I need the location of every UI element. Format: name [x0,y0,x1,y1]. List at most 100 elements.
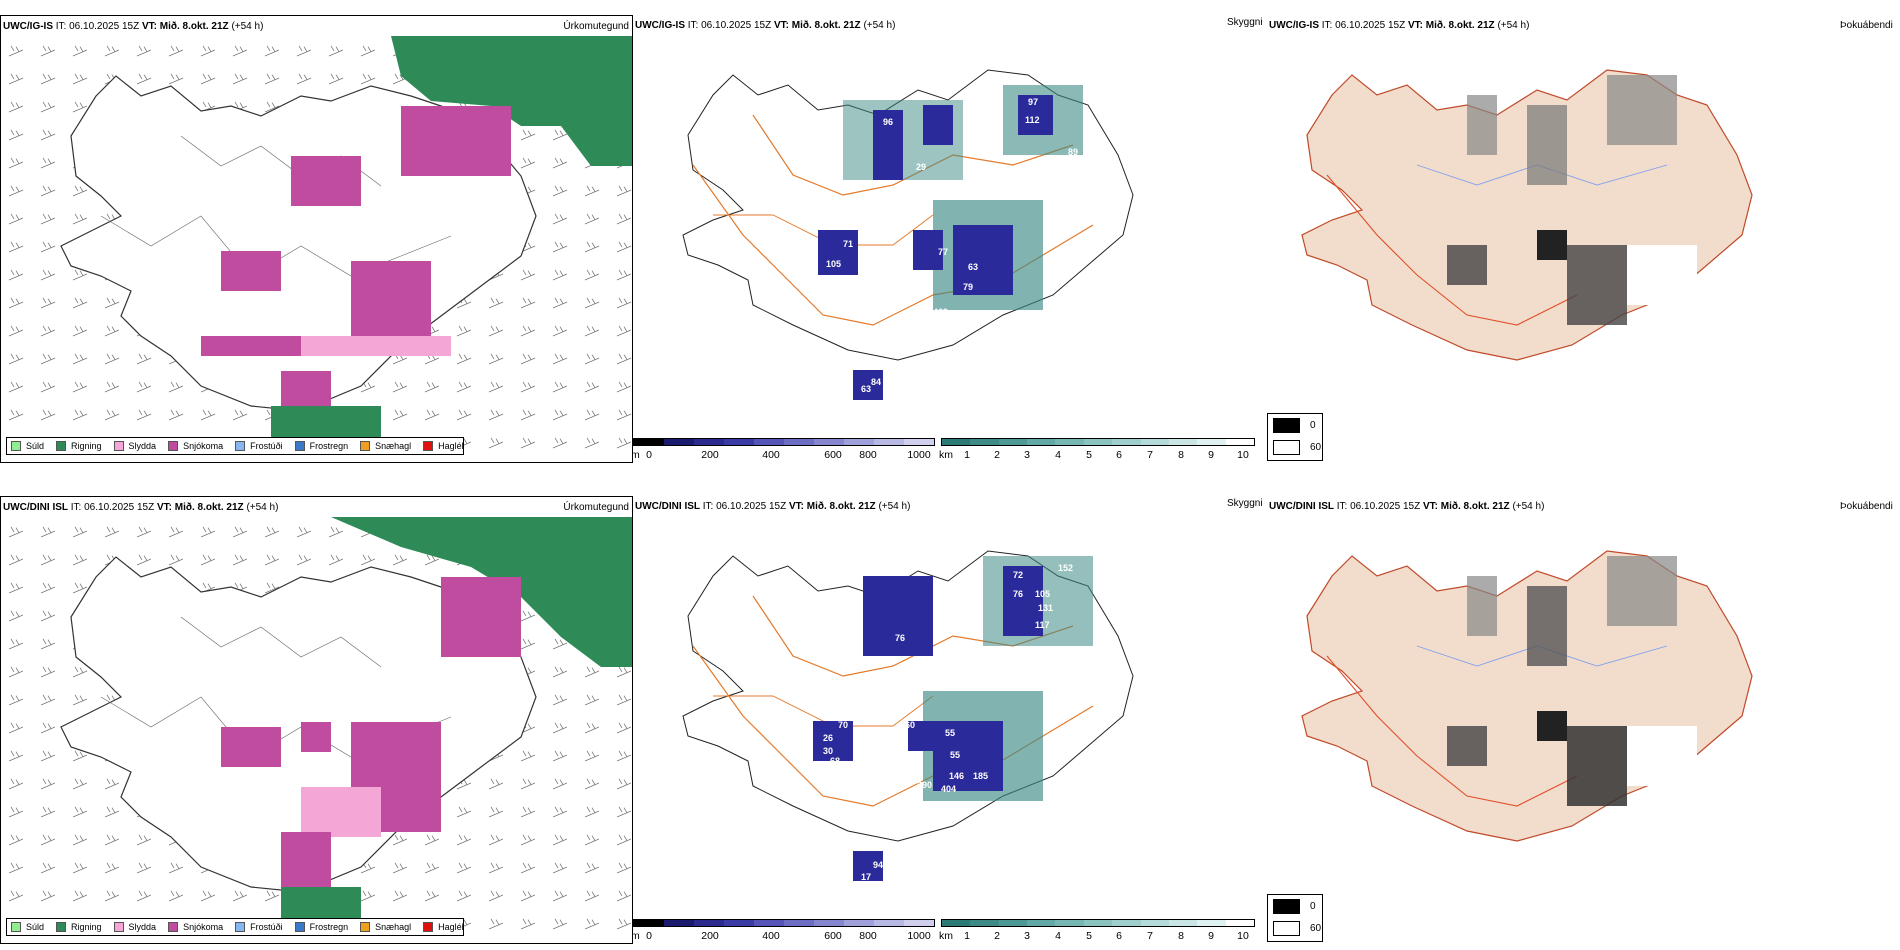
colorbar-segment [1168,920,1198,926]
wind-barb [392,554,408,566]
wind-barb [520,297,536,309]
wind-barb [552,241,568,253]
wind-barb [72,778,88,790]
wind-barb [72,409,88,421]
wind-barb [8,638,24,650]
wind-barb [72,353,88,365]
colorbar-segment [664,439,694,445]
wind-barb [424,409,440,421]
ceiling-value-label: 79 [963,282,973,292]
colorbar-segment [874,439,904,445]
wind-barb [168,526,184,538]
ceiling-value-label: 390 [917,780,932,790]
colorbar-segment [904,920,934,926]
wind-barb [616,834,632,846]
fog-index-map-row2: UWC/DINI ISL IT: 06.10.2025 15Z VT: Mið.… [1267,496,1900,894]
colorbar-segment [634,439,664,445]
wind-barb [8,722,24,734]
wind-barb [8,213,24,225]
wind-barb [552,638,568,650]
wind-barb [456,381,472,393]
wind-barb [296,45,312,57]
colorbar-segment [942,920,971,926]
wind-barb [616,437,632,449]
wind-barb [40,526,56,538]
wind-barb [40,353,56,365]
wind-barb [136,73,152,85]
wind-barb [424,554,440,566]
ceiling-value-label: 105 [826,259,841,269]
wind-barb [72,101,88,113]
wind-barb [72,325,88,337]
wind-barb [424,381,440,393]
wind-barb [8,526,24,538]
wind-barb [616,213,632,225]
wind-barb [200,73,216,85]
wind-barb [40,610,56,622]
colorbar-segment [1027,439,1056,445]
wind-barb [392,381,408,393]
wind-barb [72,381,88,393]
wind-barb [136,554,152,566]
colorbar-segment [844,920,874,926]
wind-barb [520,325,536,337]
wind-barb [616,694,632,706]
wind-barb [72,666,88,678]
ceiling-value-label: 55 [950,750,960,760]
wind-barb [40,890,56,902]
wind-barb [520,638,536,650]
wind-barb [264,45,280,57]
legend-swatch [235,441,246,451]
legend-swatch [423,922,434,932]
legend-item: Frostúði [235,441,283,451]
wind-barb [616,185,632,197]
wind-barb [552,129,568,141]
legend-item: Snjókoma [168,922,223,932]
legend-swatch [113,922,124,932]
wind-barb [168,409,184,421]
wind-barb [616,409,632,421]
wind-barb [8,610,24,622]
panel-title: UWC/DINI ISL IT: 06.10.2025 15Z VT: Mið.… [1269,501,1545,512]
wind-barb [488,437,504,449]
wind-barb [264,890,280,902]
wind-barb [8,185,24,197]
wind-barb [40,157,56,169]
legend-swatch [235,922,246,932]
ceiling-value-label: 76 [1013,589,1023,599]
precip-map [8,517,632,930]
colorbar-segment [1083,920,1113,926]
wind-barb [136,526,152,538]
wind-barb [488,381,504,393]
wind-barb [584,241,600,253]
wind-barb [520,157,536,169]
wind-barb [616,862,632,874]
wind-barb [264,101,280,113]
precip-map [8,36,632,449]
wind-barb [584,806,600,818]
wind-barb [616,890,632,902]
ceiling-value-label: 105 [1035,589,1050,599]
wind-barb [584,834,600,846]
precip-type-legend: Súld Rigning Slydda Snjókoma Frostúði Fr… [6,437,464,455]
colorbar-segment [844,439,874,445]
ceiling-value-label: 63 [861,384,871,394]
wind-barb [424,890,440,902]
wind-barb [552,750,568,762]
wind-barb [520,129,536,141]
wind-barb [552,694,568,706]
wind-barb [392,862,408,874]
wind-barb [40,213,56,225]
legend-swatch [294,922,305,932]
wind-barb [8,157,24,169]
colorbar-segment [1225,920,1254,926]
wind-barb [488,353,504,365]
wind-barb [72,554,88,566]
legend-swatch [56,922,67,932]
legend-item: Rigning [56,922,102,932]
precip-type-map-row1: UWC/IG-IS IT: 06.10.2025 15Z VT: Mið. 8.… [0,15,633,463]
wind-barb [168,890,184,902]
wind-barb [616,325,632,337]
wind-barb [552,862,568,874]
